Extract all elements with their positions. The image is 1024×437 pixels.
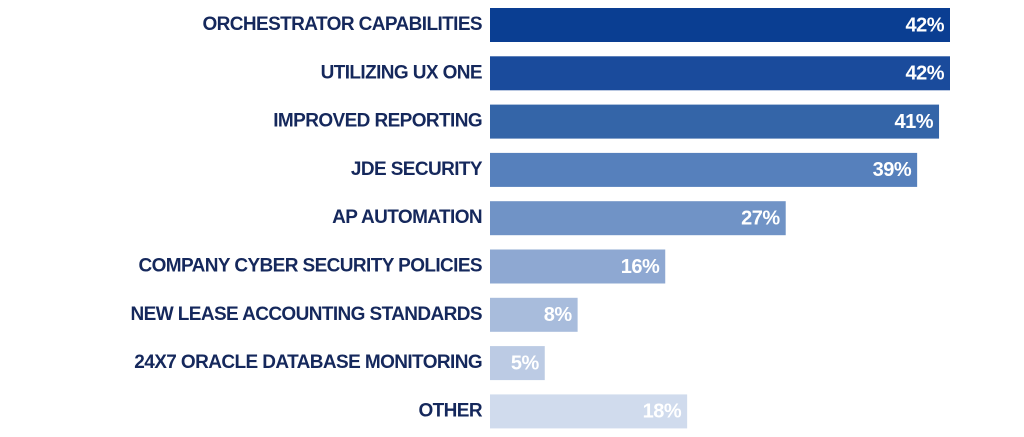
- category-label: IMPROVED REPORTING: [273, 111, 482, 132]
- category-label: UTILIZING UX ONE: [321, 62, 482, 83]
- value-label: 18%: [643, 401, 682, 423]
- value-label: 41%: [895, 111, 934, 133]
- bar: [490, 104, 940, 139]
- value-label: 39%: [873, 159, 912, 181]
- value-label: 16%: [621, 256, 660, 278]
- category-label: OTHER: [418, 400, 482, 421]
- category-label: COMPANY CYBER SECURITY POLICIES: [138, 256, 482, 277]
- category-label: AP AUTOMATION: [332, 207, 482, 228]
- value-label: 27%: [741, 207, 780, 229]
- bar: [490, 56, 950, 91]
- bar: [490, 394, 688, 429]
- value-label: 5%: [511, 352, 540, 374]
- category-label: NEW LEASE ACCOUNTING STANDARDS: [131, 304, 482, 325]
- category-label: JDE SECURITY: [351, 159, 483, 180]
- bar: [490, 8, 950, 42]
- bar: [490, 201, 786, 236]
- bar: [490, 249, 666, 284]
- category-label: 24X7 ORACLE DATABASE MONITORING: [134, 352, 482, 373]
- value-label: 42%: [905, 63, 944, 85]
- value-label: 42%: [905, 14, 944, 36]
- bar: [490, 346, 545, 381]
- category-label: ORCHESTRATOR CAPABILITIES: [202, 14, 482, 35]
- value-label: 8%: [544, 304, 573, 326]
- bar: [490, 152, 918, 187]
- bar: [490, 297, 578, 332]
